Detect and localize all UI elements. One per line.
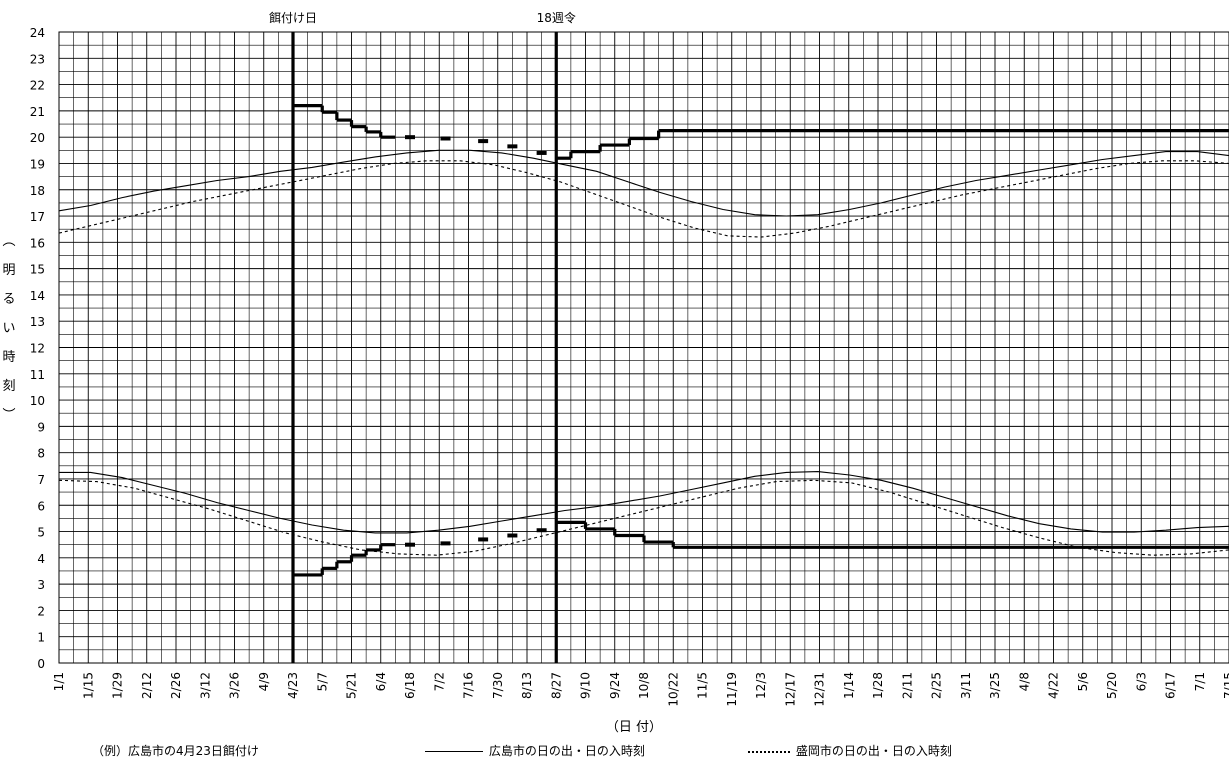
x-tick-label: 12/17 xyxy=(783,672,797,707)
x-tick-label: 12/3 xyxy=(754,672,768,699)
x-tick-label: 1/28 xyxy=(871,672,885,699)
y-tick-label: 20 xyxy=(30,131,45,145)
x-tick-label: 4/8 xyxy=(1017,672,1031,691)
y-tick-label: 1 xyxy=(37,631,45,645)
y-tick-label: 4 xyxy=(37,552,45,566)
lighting-steps xyxy=(293,104,1229,577)
y-axis-label-char: 時 xyxy=(2,350,15,365)
x-tick-label: 3/26 xyxy=(228,672,242,699)
y-tick-label: 17 xyxy=(30,210,45,224)
y-tick-label: 7 xyxy=(37,473,45,487)
x-tick-label: 7/15 xyxy=(1222,672,1229,699)
x-tick-label: 4/22 xyxy=(1047,672,1061,699)
y-tick-label: 16 xyxy=(30,236,45,250)
x-tick-label: 5/6 xyxy=(1076,672,1090,691)
legend-example-label: （例）広島市の4月23日餌付け xyxy=(92,744,259,758)
y-tick-label: 21 xyxy=(30,105,45,119)
y-tick-label: 10 xyxy=(30,394,45,408)
x-tick-label: 8/27 xyxy=(549,672,563,699)
legend-hiroshima-label: 広島市の日の出・日の入時刻 xyxy=(488,744,645,758)
vertical-marker-label: 餌付け日 xyxy=(269,10,317,25)
x-tick-label: 10/8 xyxy=(637,672,651,699)
series-curves xyxy=(58,149,1229,556)
x-tick-label: 9/10 xyxy=(579,672,593,699)
x-tick-label: 7/1 xyxy=(1193,672,1207,691)
y-tick-label: 11 xyxy=(30,368,45,382)
legend-solid-line-icon xyxy=(425,751,483,752)
series-line-sunrise xyxy=(58,479,1229,556)
legend-morioka: 盛岡市の日の出・日の入時刻 xyxy=(748,742,952,759)
x-axis-ticks: 1/1 1/15 1/29 2/12 2/26 3/12 3/26 4/9 4/23 5/7 5/2… xyxy=(52,672,1229,707)
y-tick-label: 23 xyxy=(30,52,45,66)
x-tick-label: 12/31 xyxy=(813,672,827,707)
y-tick-label: 19 xyxy=(30,157,45,171)
grid xyxy=(58,31,1229,664)
x-tick-label: 2/26 xyxy=(169,672,183,699)
x-tick-label: 7/30 xyxy=(491,672,505,699)
y-tick-label: 9 xyxy=(37,420,45,434)
x-tick-label: 10/22 xyxy=(666,672,680,707)
x-tick-label: 8/13 xyxy=(520,672,534,699)
y-tick-label: 22 xyxy=(30,79,45,93)
x-tick-label: 5/21 xyxy=(345,672,359,699)
series-line-sunrise xyxy=(59,471,1229,534)
y-tick-label: 15 xyxy=(30,263,45,277)
y-axis-label-char: い xyxy=(2,321,15,336)
x-tick-label: 6/17 xyxy=(1164,672,1178,699)
legend-morioka-label: 盛岡市の日の出・日の入時刻 xyxy=(795,744,952,758)
vertical-markers: 餌付け日 18週令 xyxy=(269,10,576,663)
y-axis-label-char: 刻 xyxy=(2,379,15,394)
y-tick-label: 5 xyxy=(37,526,45,540)
x-tick-label: 2/25 xyxy=(930,672,944,699)
x-tick-label: 1/14 xyxy=(842,672,856,699)
x-tick-label: 7/16 xyxy=(462,672,476,699)
y-axis-label-char: 明 xyxy=(2,263,15,278)
y-tick-label: 2 xyxy=(37,604,45,618)
x-tick-label: 7/2 xyxy=(432,672,446,691)
x-tick-label: 6/18 xyxy=(403,672,417,699)
y-axis-label-char: ︶ xyxy=(2,408,15,423)
x-tick-label: 4/23 xyxy=(286,672,300,699)
x-tick-label: 3/11 xyxy=(959,672,973,699)
series-line-sunset xyxy=(58,160,1229,238)
x-tick-label: 11/19 xyxy=(725,672,739,707)
y-tick-label: 18 xyxy=(30,184,45,198)
vertical-marker-label: 18週令 xyxy=(537,10,576,25)
x-tick-label: 4/9 xyxy=(257,672,271,691)
series-line-sunset xyxy=(58,149,1229,217)
x-tick-label: 1/29 xyxy=(111,672,125,699)
legend-example: （例）広島市の4月23日餌付け xyxy=(92,742,259,759)
x-axis-label: （日 付） xyxy=(606,720,662,735)
x-tick-label: 5/20 xyxy=(1105,672,1119,699)
legend-hiroshima: 広島市の日の出・日の入時刻 xyxy=(425,742,645,759)
y-tick-label: 14 xyxy=(30,289,45,303)
y-tick-label: 6 xyxy=(37,499,45,513)
y-axis-label-char: ︵ xyxy=(2,234,15,249)
x-tick-label: 1/1 xyxy=(52,672,66,691)
x-tick-label: 9/24 xyxy=(608,672,622,699)
x-tick-label: 2/11 xyxy=(900,672,914,699)
x-tick-label: 1/15 xyxy=(81,672,95,699)
x-tick-label: 3/25 xyxy=(988,672,1002,699)
y-tick-label: 0 xyxy=(37,657,45,671)
plot-frame xyxy=(58,31,1229,664)
x-tick-label: 5/7 xyxy=(315,672,329,691)
x-tick-label: 3/12 xyxy=(198,672,212,699)
y-axis-label-char: る xyxy=(2,292,15,307)
x-tick-label: 6/4 xyxy=(374,672,388,691)
x-tick-label: 2/12 xyxy=(140,672,154,699)
y-tick-label: 24 xyxy=(30,26,45,40)
legend-dotted-line-icon xyxy=(748,750,790,753)
x-tick-label: 11/5 xyxy=(696,672,710,699)
x-tick-label: 6/3 xyxy=(1134,672,1148,691)
y-tick-label: 12 xyxy=(30,342,45,356)
y-tick-label: 3 xyxy=(37,578,45,592)
y-tick-label: 8 xyxy=(37,447,45,461)
y-tick-label: 13 xyxy=(30,315,45,329)
